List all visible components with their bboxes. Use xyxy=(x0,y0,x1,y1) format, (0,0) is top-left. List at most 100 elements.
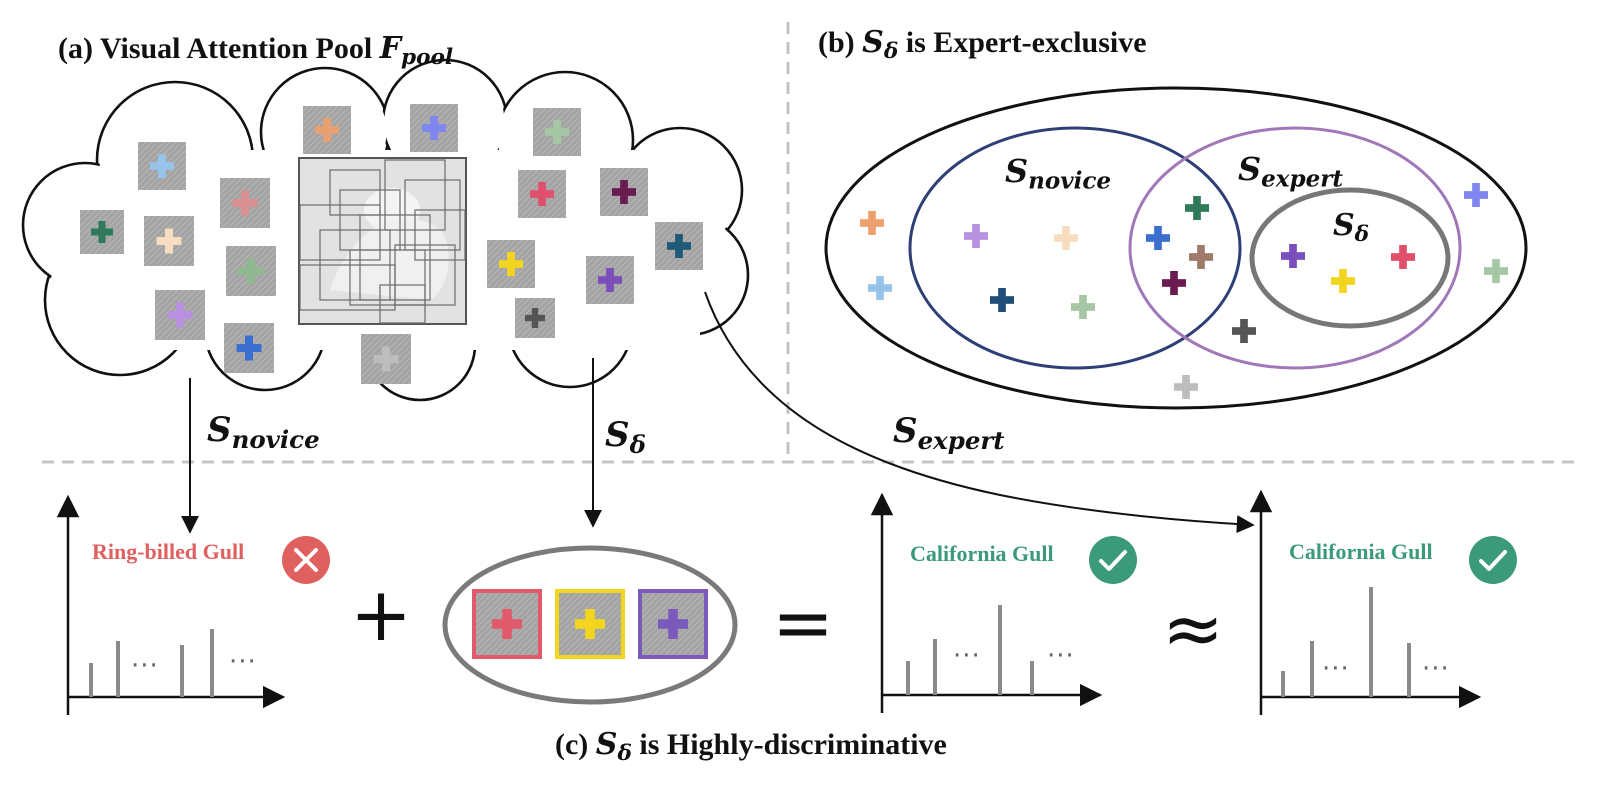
venn-crosses xyxy=(860,183,1508,399)
attention-patch xyxy=(224,323,274,373)
chart-novice-ellipsis-1: ··· xyxy=(131,651,159,681)
delta-subscript: δ xyxy=(1354,222,1370,248)
patch-plus-icon xyxy=(373,346,399,372)
wrong-badge-icon xyxy=(282,536,330,584)
f-symbol: F xyxy=(379,31,401,66)
patch-plus-icon xyxy=(530,182,554,206)
venn-plus-icon xyxy=(868,276,892,300)
panel-b-title-full: (b) Sδ is Expert-exclusive xyxy=(818,25,1147,65)
plus-operator: + xyxy=(350,572,413,658)
chart-combined-ellipsis-2: ··· xyxy=(1047,641,1075,671)
arrow-s-expert xyxy=(704,291,1255,534)
venn-plus-icon xyxy=(1189,245,1213,269)
patch-plus-icon xyxy=(598,268,622,292)
attention-patch xyxy=(220,178,270,228)
set-delta-label: Sδ xyxy=(1333,211,1369,246)
set-expert-ellipse xyxy=(1128,126,1462,370)
attention-patch xyxy=(487,240,535,288)
attention-patch xyxy=(80,210,124,254)
expert-subscript: expert xyxy=(917,425,1005,455)
venn-plus-icon xyxy=(1391,245,1415,269)
s-symbol: S xyxy=(1333,208,1355,243)
attention-patch xyxy=(586,256,634,304)
patch-plus-icon xyxy=(167,302,193,328)
patch-plus-icon xyxy=(545,120,569,144)
s-symbol: S xyxy=(1005,152,1029,190)
venn-plus-icon xyxy=(1174,375,1198,399)
chart-novice-ellipsis-2: ··· xyxy=(229,647,257,677)
panel-c-label: is Highly-discriminative xyxy=(631,728,947,761)
venn-plus-icon xyxy=(860,211,884,235)
universe-ellipse xyxy=(824,86,1528,410)
attention-patch xyxy=(226,246,276,296)
delta-plus-icon xyxy=(658,609,688,639)
central-grid-image xyxy=(298,157,467,325)
patch-plus-icon xyxy=(667,234,691,258)
chart-expert xyxy=(1249,489,1482,715)
patch-plus-icon xyxy=(422,116,446,140)
attention-patch xyxy=(361,334,411,384)
venn-plus-icon xyxy=(1281,244,1305,268)
panel-b-label: is Expert-exclusive xyxy=(898,26,1147,59)
venn-plus-icon xyxy=(964,224,988,248)
venn-plus-icon xyxy=(1071,295,1095,319)
patch-plus-icon xyxy=(150,154,174,178)
arrow-label-s-delta: Sδ xyxy=(605,418,646,457)
delta-subscript: δ xyxy=(629,429,646,459)
panel-a-label: (a) Visual Attention Pool xyxy=(58,32,380,65)
attention-patch xyxy=(655,222,703,270)
attention-patch xyxy=(515,298,555,338)
s-symbol: S xyxy=(1238,150,1262,188)
venn-plus-icon xyxy=(1146,226,1170,250)
venn-plus-icon xyxy=(1185,196,1209,220)
f-pool-subscript: pool xyxy=(401,45,454,71)
set-novice-label: Snovice xyxy=(1005,155,1111,192)
attention-patch xyxy=(600,168,648,216)
attention-patch xyxy=(303,106,351,154)
correct-badge-icon xyxy=(1469,536,1517,584)
patch-plus-icon xyxy=(156,228,182,254)
arrow-label-s-novice: Snovice xyxy=(207,413,320,452)
delta-subscript: δ xyxy=(617,741,632,767)
prediction-novice-label: Ring-billed Gull xyxy=(92,539,245,564)
attention-patch xyxy=(155,290,205,340)
venn-plus-icon xyxy=(1232,319,1256,343)
patch-plus-icon xyxy=(232,190,258,216)
expert-subscript: expert xyxy=(1261,165,1344,193)
attention-patch xyxy=(410,104,458,152)
panel-c-title: (c) Sδ is Highly-discriminative xyxy=(555,727,947,767)
set-expert-label: Sexpert xyxy=(1238,153,1343,190)
set-delta-ellipse xyxy=(1249,187,1451,329)
chart-novice xyxy=(56,494,286,715)
correct-badge-icon xyxy=(1089,536,1137,584)
delta-plus-icon xyxy=(492,609,522,639)
attention-patch xyxy=(144,216,194,266)
venn-plus-icon xyxy=(1484,259,1508,283)
chart-combined xyxy=(870,492,1103,713)
patch-plus-icon xyxy=(499,252,523,276)
s-symbol: S xyxy=(893,411,918,451)
set-novice-ellipse xyxy=(908,126,1242,370)
patch-plus-icon xyxy=(238,258,264,284)
s-symbol: S xyxy=(605,415,630,455)
attention-patch xyxy=(138,142,186,190)
chart-expert-ellipsis-1: ··· xyxy=(1322,654,1350,684)
attention-patch xyxy=(533,108,581,156)
novice-subscript: novice xyxy=(1028,167,1112,195)
prediction-expert-label: California Gull xyxy=(1289,539,1433,564)
delta-subscript: δ xyxy=(883,39,899,65)
prediction-combined-label: California Gull xyxy=(910,541,1054,566)
panel-a-title: (a) Visual Attention Pool Fpool xyxy=(58,34,453,69)
attention-patches xyxy=(80,104,703,384)
venn-diagram xyxy=(824,86,1528,410)
s-symbol: S xyxy=(595,727,618,762)
patch-plus-icon xyxy=(525,308,545,328)
equals-operator: = xyxy=(772,580,835,666)
patch-plus-icon xyxy=(236,335,262,361)
patch-plus-icon xyxy=(315,118,339,142)
patch-plus-icon xyxy=(91,221,113,243)
s-symbol: S xyxy=(862,25,884,60)
chart-combined-ellipsis-1: ··· xyxy=(953,641,981,671)
delta-patch-crosses xyxy=(492,609,688,639)
venn-plus-icon xyxy=(990,288,1014,312)
